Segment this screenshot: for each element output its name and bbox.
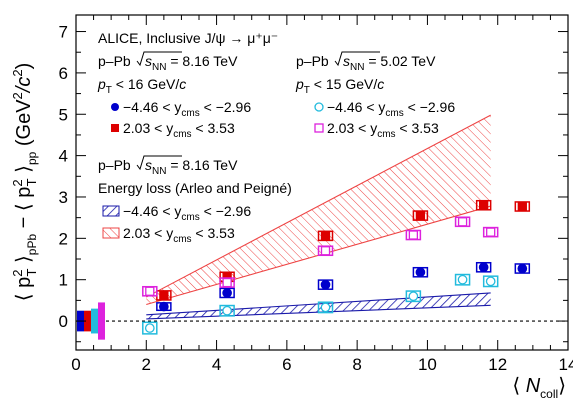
svg-text:sNN = 5.02 TeV: sNN = 5.02 TeV bbox=[343, 53, 436, 73]
svg-text:p–Pb: p–Pb bbox=[98, 53, 131, 69]
svg-text:−4.46 < ycms < −2.96: −4.46 < ycms < −2.96 bbox=[123, 203, 251, 223]
y-axis-label: ⟨ p2T ⟩pPb − ⟨ p2T ⟩pp (GeV2/c2) bbox=[10, 63, 39, 302]
legend-pt-cut-15: pT < 15 GeV/c bbox=[295, 76, 384, 96]
x-tick-label: 4 bbox=[212, 355, 221, 374]
global-uncertainty-box bbox=[84, 310, 91, 332]
x-tick-label: 12 bbox=[488, 355, 507, 374]
svg-text:2.03 < ycms < 3.53: 2.03 < ycms < 3.53 bbox=[123, 120, 235, 140]
systematic-box bbox=[405, 290, 422, 303]
global-uncertainty-box bbox=[98, 302, 105, 340]
svg-text:2.03 < ycms < 3.53: 2.03 < ycms < 3.53 bbox=[327, 120, 439, 140]
data-point-circle bbox=[415, 267, 426, 278]
data-points bbox=[142, 199, 531, 335]
x-tick-label: 8 bbox=[352, 355, 361, 374]
data-point-circle bbox=[408, 291, 419, 302]
data-point-circle bbox=[320, 302, 331, 313]
x-tick-label: 6 bbox=[282, 355, 291, 374]
legend-model-title: Energy loss (Arleo and Peigné) bbox=[98, 180, 292, 196]
model-band-forward bbox=[146, 115, 491, 305]
sqrt-sign bbox=[136, 51, 182, 67]
systematic-box bbox=[482, 275, 499, 288]
legend-entry-model-fwd: 2.03 < ycms < 3.53 bbox=[102, 225, 235, 245]
x-axis-label: ⟨ Ncoll⟩ bbox=[512, 375, 566, 401]
data-point-square bbox=[159, 290, 169, 301]
legend-entry-bwd-816: −4.46 < ycms < −2.96 bbox=[111, 99, 251, 119]
legend-entry-fwd-816: 2.03 < ycms < 3.53 bbox=[111, 120, 235, 140]
legend: ALICE, Inclusive J/ψ → μ⁺μ⁻ p–Pb sNN = 8… bbox=[97, 30, 455, 245]
legend-marker-open-circle bbox=[314, 102, 324, 112]
legend-entry-bwd-502: −4.46 < ycms < −2.96 bbox=[314, 99, 455, 119]
svg-text:sNN = 8.16 TeV: sNN = 8.16 TeV bbox=[145, 53, 238, 73]
legend-marker-filled-square bbox=[111, 124, 119, 132]
y-tick-label: 2 bbox=[59, 229, 68, 248]
legend-entry-model-bwd: −4.46 < ycms < −2.96 bbox=[102, 203, 251, 223]
data-point-square bbox=[320, 246, 331, 256]
svg-text:−4.46 < ycms < −2.96: −4.46 < ycms < −2.96 bbox=[123, 99, 251, 119]
data-point-square bbox=[408, 230, 419, 240]
x-tick-label: 10 bbox=[418, 355, 437, 374]
legend-pt-cut-16: pT < 16 GeV/c bbox=[97, 76, 186, 96]
data-point-square bbox=[517, 201, 527, 212]
data-point-circle bbox=[144, 323, 155, 333]
systematic-box bbox=[142, 321, 158, 335]
legend-swatch-hatch-blue bbox=[102, 205, 120, 217]
y-tick-label: 7 bbox=[59, 23, 68, 42]
data-point-circle bbox=[478, 262, 489, 273]
data-point-square bbox=[415, 210, 426, 221]
y-tick-label: 5 bbox=[59, 105, 68, 124]
data-point-square bbox=[222, 277, 232, 288]
data-point-square bbox=[320, 231, 331, 241]
legend-marker-filled-circle bbox=[111, 103, 119, 111]
systematic-box bbox=[454, 273, 471, 286]
data-point-circle bbox=[222, 288, 232, 298]
data-point-square bbox=[145, 286, 155, 296]
svg-text:2.03 < ycms < 3.53: 2.03 < ycms < 3.53 bbox=[123, 225, 235, 245]
sqrt-sign bbox=[136, 155, 182, 171]
svg-text:−4.46 < ycms < −2.96: −4.46 < ycms < −2.96 bbox=[327, 99, 455, 119]
y-tick-label: 4 bbox=[59, 147, 68, 166]
data-point-circle bbox=[320, 279, 331, 290]
data-point-circle bbox=[222, 305, 232, 316]
y-axis-ticks: 0 1 2 3 4 5 6 7 bbox=[59, 23, 568, 343]
model-band-upper-edge bbox=[146, 114, 491, 298]
data-point-square bbox=[457, 217, 468, 227]
x-tick-label: 2 bbox=[142, 355, 151, 374]
data-point-square bbox=[486, 227, 496, 237]
data-point-square bbox=[479, 200, 489, 210]
systematic-box bbox=[317, 301, 334, 314]
global-uncertainty-box bbox=[91, 308, 98, 334]
legend-marker-open-square bbox=[314, 123, 324, 133]
x-tick-label: 14 bbox=[559, 355, 573, 374]
legend-502-header: p–Pb sNN = 5.02 TeV bbox=[296, 51, 436, 73]
x-axis-ticks: 0 2 4 6 8 10 12 14 bbox=[71, 15, 573, 374]
svg-text:p–Pb: p–Pb bbox=[296, 53, 329, 69]
legend-swatch-hatch-red bbox=[102, 227, 120, 239]
legend-816-header: p–Pb sNN = 8.16 TeV bbox=[98, 51, 238, 73]
y-tick-label: 0 bbox=[59, 312, 68, 331]
x-tick-label: 0 bbox=[71, 355, 80, 374]
svg-text:p–Pb: p–Pb bbox=[98, 157, 131, 173]
y-tick-label: 3 bbox=[59, 188, 68, 207]
svg-text:sNN = 8.16 TeV: sNN = 8.16 TeV bbox=[145, 157, 238, 177]
systematic-box bbox=[219, 304, 235, 317]
y-tick-label: 1 bbox=[59, 271, 68, 290]
data-point-circle bbox=[159, 301, 169, 312]
sqrt-sign bbox=[334, 51, 380, 67]
data-point-circle bbox=[485, 276, 496, 287]
legend-model-header: p–Pb sNN = 8.16 TeV bbox=[98, 155, 238, 177]
data-point-circle bbox=[517, 263, 528, 274]
legend-entry-fwd-502: 2.03 < ycms < 3.53 bbox=[314, 120, 439, 140]
data-point-circle bbox=[457, 274, 468, 285]
y-tick-label: 6 bbox=[59, 64, 68, 83]
chart-title: ALICE, Inclusive J/ψ → μ⁺μ⁻ bbox=[98, 30, 278, 46]
